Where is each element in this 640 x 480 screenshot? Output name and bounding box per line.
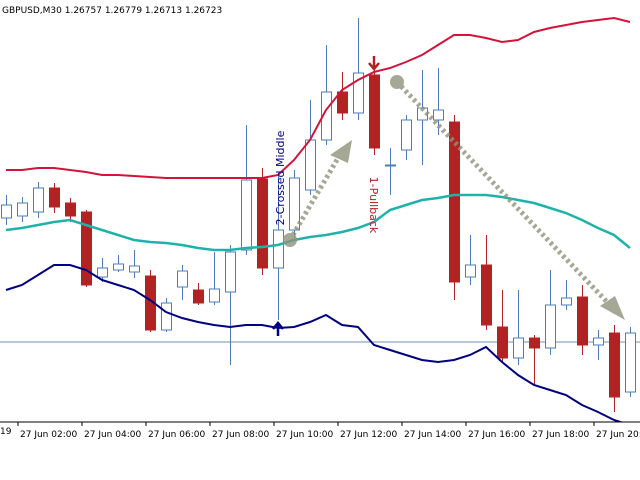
candle-body xyxy=(577,296,588,346)
candle-body xyxy=(273,229,284,269)
candle-body xyxy=(545,304,556,349)
candle-body xyxy=(593,337,604,346)
arrow-line xyxy=(287,156,341,242)
candle-body xyxy=(177,270,188,288)
x-tick-label: 27 Jun 20:00 xyxy=(596,430,640,440)
band-line xyxy=(5,193,631,252)
candle-body xyxy=(353,72,364,114)
candle-body xyxy=(561,297,572,306)
candle-body xyxy=(481,264,492,326)
candle-body xyxy=(305,139,316,191)
x-tick-label: 27 Jun 18:00 xyxy=(532,430,589,440)
candle-body xyxy=(337,91,348,114)
candle-body xyxy=(369,74,380,149)
arrow-head xyxy=(330,140,352,163)
candle-body xyxy=(401,119,412,151)
band-line xyxy=(6,16,631,179)
header: GBPUSD,M30 1.26757 1.26779 1.26713 1.267… xyxy=(2,6,222,16)
x-tick-label: 27 Jun 06:00 xyxy=(148,430,205,440)
signal-arrows xyxy=(272,56,380,336)
candle-body xyxy=(465,264,476,278)
buy-arrow xyxy=(272,321,284,336)
candle-body xyxy=(129,265,140,273)
sell-arrow xyxy=(368,56,380,71)
x-tick-label: 27 Jun 10:00 xyxy=(276,430,333,440)
candle-body xyxy=(289,177,300,231)
candle-body xyxy=(161,302,172,331)
candle-body xyxy=(225,251,236,293)
candle-body xyxy=(65,202,76,217)
trend-arrows xyxy=(283,75,625,320)
arrow-line xyxy=(395,80,612,307)
candle-body xyxy=(241,179,252,251)
x-tick-label: 27 Jun 08:00 xyxy=(212,430,269,440)
x-tick-label: 27 Jun 04:00 xyxy=(84,430,141,440)
candle-body xyxy=(385,164,396,167)
candle-body xyxy=(513,337,524,359)
annotation: 1-Pullback xyxy=(367,177,380,234)
candle-body xyxy=(113,263,124,271)
candle-body xyxy=(321,91,332,141)
x-tick-label: 27 Jun 14:00 xyxy=(404,430,461,440)
x-tick-label: 27 Jun 02:00 xyxy=(20,430,77,440)
edge-label: 19 xyxy=(0,427,12,437)
candle-body xyxy=(625,332,636,393)
candle-body xyxy=(33,187,44,213)
candle-body xyxy=(449,121,460,283)
candle-body xyxy=(1,204,12,219)
arrow-head xyxy=(600,296,625,320)
candle-body xyxy=(193,289,204,304)
candle-body xyxy=(209,288,220,303)
band-line xyxy=(5,264,624,422)
candle-body xyxy=(529,337,540,349)
candle-body xyxy=(81,211,92,286)
candle-body xyxy=(17,202,28,217)
candle-body xyxy=(257,178,268,269)
candle-body xyxy=(497,326,508,359)
plot-area xyxy=(0,16,640,422)
x-tick-label: 27 Jun 16:00 xyxy=(468,430,525,440)
candle-body xyxy=(433,109,444,121)
x-tick-label: 27 Jun 12:00 xyxy=(340,430,397,440)
candle-body xyxy=(97,267,108,278)
candle-body xyxy=(609,332,620,398)
annotation: 2-Crossed Middle xyxy=(274,130,287,225)
candle-body xyxy=(49,187,60,208)
